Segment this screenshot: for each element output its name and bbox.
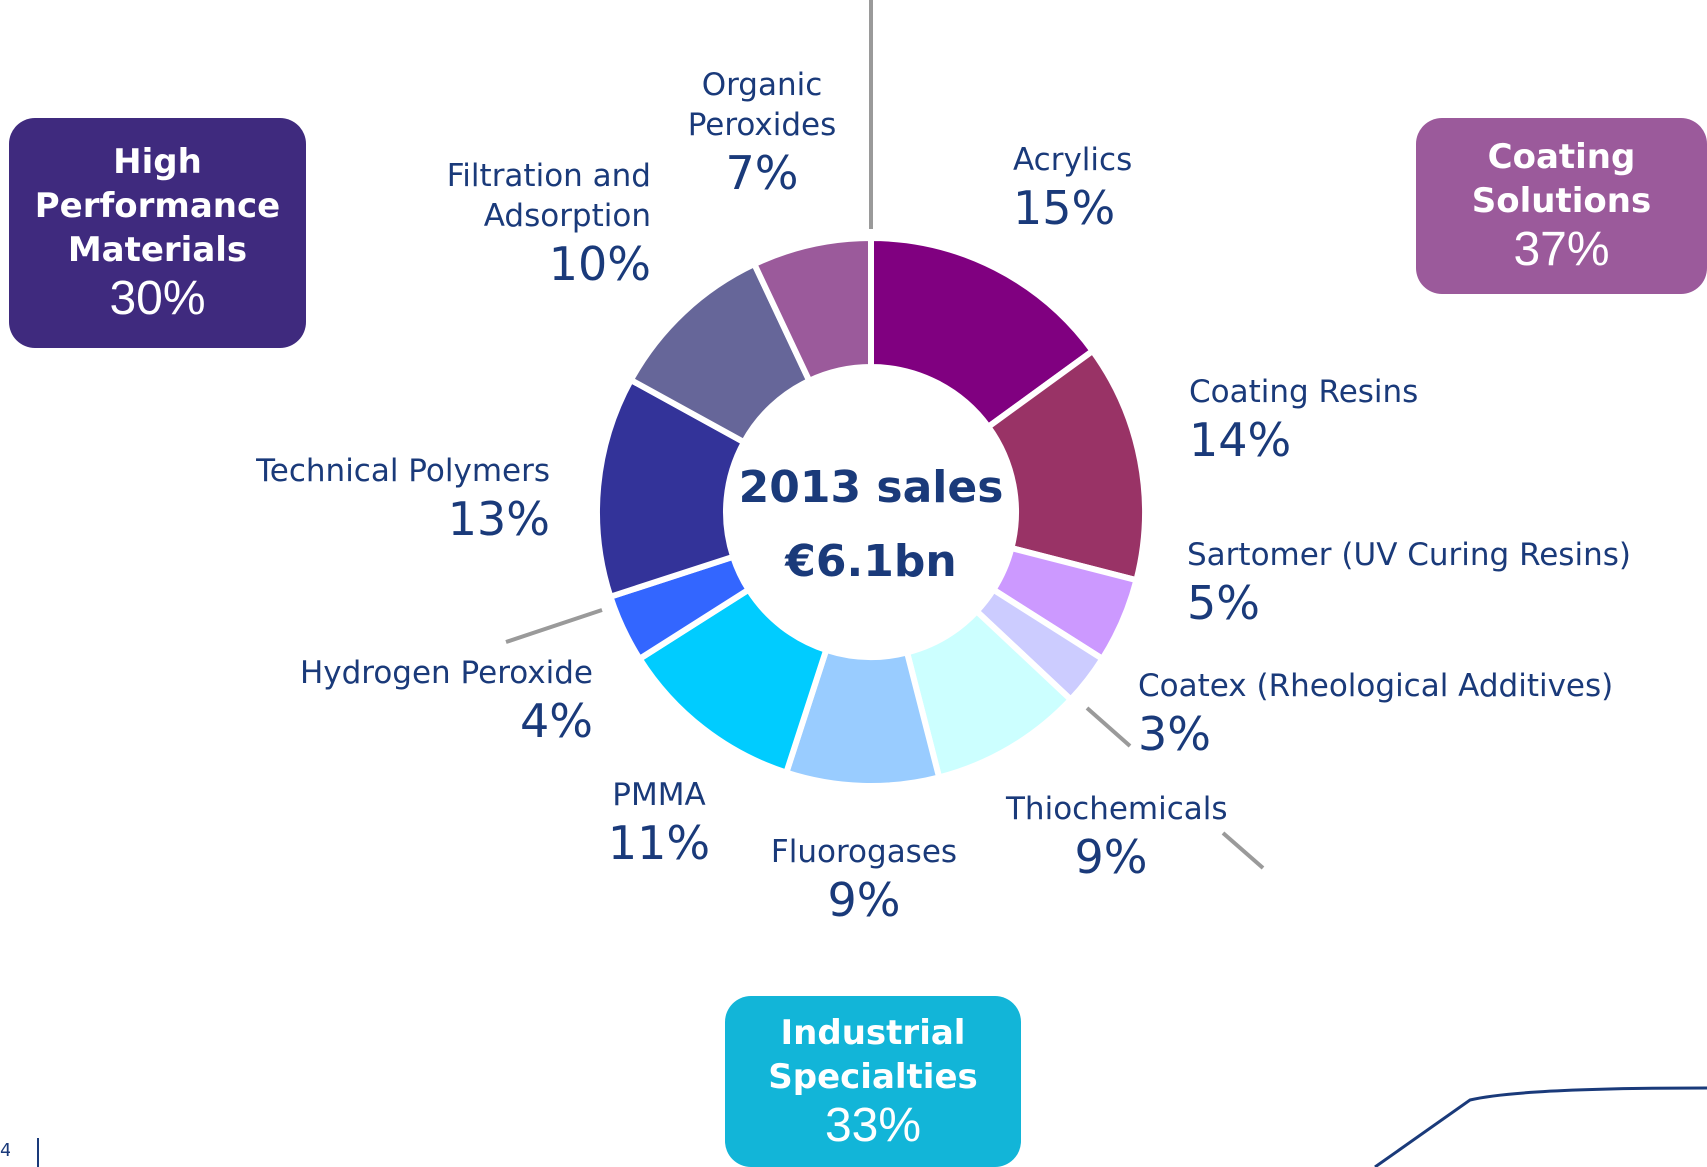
donut-slice (750, 234, 874, 385)
group-box: Industrial Specialties 33% (725, 996, 1021, 1167)
group-box: High Performance Materials 30% (9, 118, 306, 348)
group-name: Industrial Specialties (768, 1012, 978, 1097)
slice-value: 4% (520, 694, 593, 748)
leader-line (1085, 706, 1132, 748)
donut (594, 234, 1148, 789)
slice-name: Organic Peroxides (687, 67, 837, 143)
slice-label: PMMA 11% (579, 775, 739, 871)
slice-value: 11% (607, 816, 711, 870)
donut-slice (594, 375, 749, 601)
leader-lines (505, 0, 1265, 870)
slice-name: PMMA (612, 777, 706, 813)
group-name: Coating Solutions (1471, 137, 1652, 221)
center-title: 2013 sales (738, 462, 1004, 513)
group-value: 37% (1513, 223, 1610, 276)
slice-label: Acrylics 15% (1013, 140, 1253, 236)
slice-label: Fluorogases 9% (764, 832, 964, 928)
slice-value: 5% (1187, 576, 1260, 630)
slice-name: Hydrogen Peroxide (299, 655, 593, 691)
slice-value: 9% (1074, 830, 1148, 884)
slice-value: 3% (1138, 707, 1211, 761)
slice-value: 13% (447, 492, 550, 546)
slice-name: Filtration and Adsorption (446, 158, 651, 234)
donut-slice (868, 234, 1097, 431)
slice-name: Technical Polymers (256, 453, 550, 489)
slice-label: Filtration and Adsorption 10% (391, 156, 651, 292)
group-value: 30% (109, 272, 206, 325)
slice-name: Coatex (Rheological Additives) (1138, 668, 1614, 704)
group-box: Coating Solutions 37% (1416, 118, 1707, 294)
leader-line (1221, 831, 1265, 870)
slice-value: 10% (548, 237, 651, 291)
leader-line (505, 608, 603, 644)
slice-name: Coating Resins (1189, 374, 1419, 410)
slice-name: Sartomer (UV Curing Resins) (1187, 537, 1631, 573)
slice-name: Thiochemicals (1006, 791, 1228, 827)
slice-label: Sartomer (UV Curing Resins) 5% (1187, 535, 1687, 631)
slice-value: 9% (827, 873, 901, 927)
center-value: €6.1bn (785, 536, 957, 587)
group-value: 33% (824, 1098, 922, 1152)
slice-label: Hydrogen Peroxide 4% (233, 653, 593, 749)
slice-label: Thiochemicals 9% (1006, 789, 1228, 885)
slice-label: Coatex (Rheological Additives) 3% (1138, 666, 1658, 762)
slice-value: 7% (725, 146, 799, 200)
slice-label: Organic Peroxides 7% (672, 65, 852, 201)
slice-name: Acrylics (1013, 142, 1133, 178)
slice-value: 15% (1013, 181, 1116, 235)
slice-name: Fluorogases (770, 834, 958, 870)
slice-value: 14% (1189, 413, 1292, 467)
logo-curve (1374, 1086, 1707, 1167)
slice-label: Technical Polymers 13% (190, 451, 550, 547)
page-number: 4 (0, 1140, 10, 1161)
slice-label: Coating Resins 14% (1189, 372, 1589, 468)
group-name: High Performance Materials (34, 142, 281, 270)
donut-slice (984, 346, 1148, 584)
